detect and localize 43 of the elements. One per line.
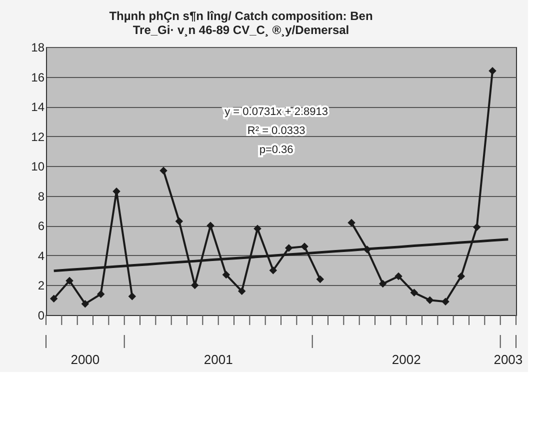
point bbox=[128, 292, 136, 300]
point bbox=[394, 272, 402, 280]
text: 2001 bbox=[204, 352, 233, 367]
point bbox=[175, 217, 184, 226]
annotation: R² = 0.0333 bbox=[247, 125, 306, 138]
y-tick-label: 8 bbox=[38, 189, 45, 204]
y-tick-label: 16 bbox=[31, 70, 45, 84]
y-tick-label: 4 bbox=[38, 248, 45, 263]
point bbox=[222, 270, 230, 279]
point bbox=[457, 272, 466, 280]
text: 2000 bbox=[70, 352, 100, 367]
annotation: p=0.36 bbox=[259, 144, 294, 156]
point bbox=[96, 290, 105, 298]
text: Thµnh phÇn s¶n lîng/ Catch composition: Ben bbox=[109, 9, 373, 23]
point bbox=[378, 280, 387, 288]
annotation: y = 0.0731x + 2.8913 bbox=[224, 106, 328, 118]
point bbox=[160, 166, 168, 174]
y-tick-label: 0 bbox=[38, 308, 45, 322]
point bbox=[426, 296, 434, 304]
y-tick-label: 14 bbox=[31, 100, 45, 114]
y-tick-label: 18 bbox=[31, 40, 45, 54]
point bbox=[66, 276, 74, 285]
point bbox=[206, 222, 214, 230]
point bbox=[472, 223, 481, 232]
point bbox=[254, 224, 262, 233]
point bbox=[410, 288, 418, 297]
point bbox=[300, 242, 308, 250]
point bbox=[269, 266, 278, 274]
point bbox=[81, 300, 90, 308]
point bbox=[488, 66, 496, 75]
y-tick-label: 12 bbox=[31, 130, 45, 144]
point bbox=[348, 218, 356, 227]
point bbox=[316, 275, 324, 284]
point bbox=[284, 244, 293, 252]
y-tick-label: 10 bbox=[31, 160, 45, 174]
y-tick-label: 2 bbox=[38, 278, 45, 293]
text: 2003 bbox=[494, 352, 523, 367]
text: Tre_Gi· v¸n 46-89 CV_C¸ ®¸y/Demersal bbox=[132, 23, 350, 37]
point bbox=[238, 287, 246, 296]
point bbox=[50, 294, 58, 302]
point bbox=[442, 298, 450, 306]
text: 2002 bbox=[392, 352, 421, 367]
y-tick-label: 6 bbox=[38, 219, 45, 234]
